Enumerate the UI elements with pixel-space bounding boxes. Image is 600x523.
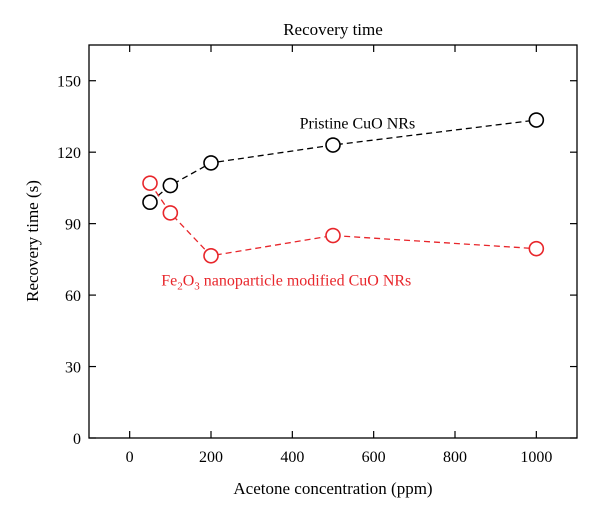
series-label-2: Fe2O3 nanoparticle modified CuO NRs — [161, 273, 411, 293]
data-point-series-1 — [528, 112, 545, 128]
x-axis: 0 200 400 600 800 1000 — [126, 45, 552, 466]
y-tick-label: 150 — [57, 74, 81, 91]
y-tick-label: 60 — [65, 288, 81, 305]
subscript: 3 — [194, 281, 200, 293]
label-text: Fe — [161, 273, 177, 290]
data-point-series-2 — [162, 205, 179, 221]
plot-frame — [88, 44, 578, 439]
data-point-series-1 — [142, 194, 158, 210]
y-tick-label: 0 — [73, 431, 81, 448]
x-tick-label: 1000 — [520, 449, 552, 466]
series-label-1: Pristine CuO NRs — [300, 115, 416, 132]
annotation-layer: Pristine CuO NRs Fe2O3 nanoparticle modif… — [161, 115, 415, 292]
data-point-series-1 — [203, 155, 219, 171]
data-point-series-2 — [142, 175, 158, 191]
label-text: nanoparticle modified CuO NRs — [200, 273, 412, 290]
x-tick-label: 800 — [443, 449, 467, 466]
y-tick-label: 90 — [65, 217, 81, 234]
data-point-series-2 — [325, 227, 341, 244]
chart-title: Recovery time — [283, 20, 383, 39]
x-tick-label: 400 — [280, 449, 304, 466]
x-tick-label: 200 — [199, 449, 223, 466]
data-point-series-2 — [203, 247, 219, 264]
data-point-series-1 — [325, 137, 341, 153]
x-tick-label: 0 — [126, 449, 134, 466]
y-axis: 0 30 60 90 120 150 — [57, 74, 577, 448]
y-tick-label: 30 — [65, 360, 81, 377]
label-text: O — [183, 273, 195, 290]
data-point-series-2 — [528, 240, 545, 257]
series-line-2 — [149, 182, 537, 257]
series-layer — [142, 112, 545, 264]
y-tick-label: 120 — [57, 145, 81, 162]
x-tick-label: 600 — [362, 449, 386, 466]
data-point-series-1 — [162, 177, 179, 194]
y-axis-label: Recovery time (s) — [23, 180, 42, 302]
label-text: Pristine CuO NRs — [300, 115, 416, 132]
subscript: 2 — [177, 281, 183, 293]
x-axis-label: Acetone concentration (ppm) — [233, 479, 432, 498]
